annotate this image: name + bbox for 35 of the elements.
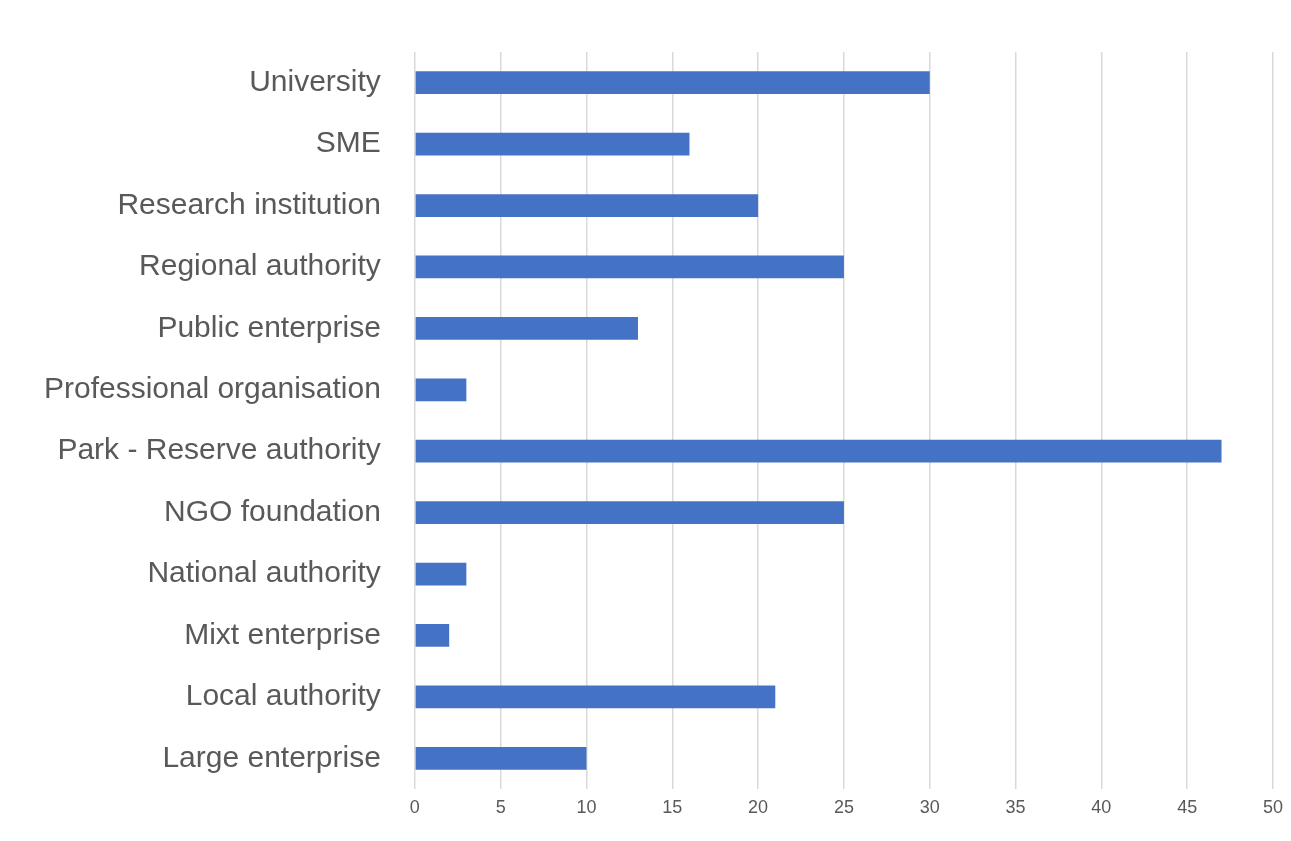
bar	[415, 746, 587, 770]
y-tick-label: University	[249, 63, 381, 97]
bar	[415, 501, 844, 524]
bar	[415, 317, 638, 340]
y-tick-label: Public enterprise	[157, 309, 381, 343]
bar	[415, 439, 1222, 463]
y-tick-label: Professional organisation	[44, 371, 381, 405]
y-tick-label: Mixt enterprise	[184, 616, 381, 650]
bar	[415, 132, 690, 156]
x-tick-label: 30	[919, 796, 940, 817]
y-tick-label: Regional authority	[139, 248, 381, 282]
x-tick-label: 20	[748, 796, 769, 817]
y-tick-label: National authority	[147, 555, 381, 589]
bar	[415, 71, 930, 95]
bar	[415, 255, 844, 279]
x-tick-label: 40	[1091, 796, 1112, 817]
y-tick-label: Park - Reserve authority	[57, 432, 381, 466]
x-tick-label: 35	[1005, 796, 1026, 817]
bar	[415, 562, 467, 586]
bar	[415, 378, 467, 402]
bar	[415, 624, 450, 647]
x-tick-label: 25	[833, 796, 854, 817]
y-tick-label: NGO foundation	[164, 493, 381, 527]
x-tick-label: 5	[495, 796, 506, 817]
bar	[415, 194, 759, 217]
x-tick-label: 50	[1262, 796, 1283, 817]
y-tick-label: SME	[315, 125, 381, 159]
y-tick-label: Research institution	[117, 186, 381, 220]
x-tick-label: 15	[662, 796, 683, 817]
y-tick-label: Local authority	[185, 678, 381, 712]
x-tick-label: 0	[409, 796, 420, 817]
y-tick-label: Large enterprise	[162, 739, 381, 773]
bar	[415, 685, 776, 709]
x-tick-label: 10	[576, 796, 597, 817]
x-tick-label: 45	[1177, 796, 1198, 817]
